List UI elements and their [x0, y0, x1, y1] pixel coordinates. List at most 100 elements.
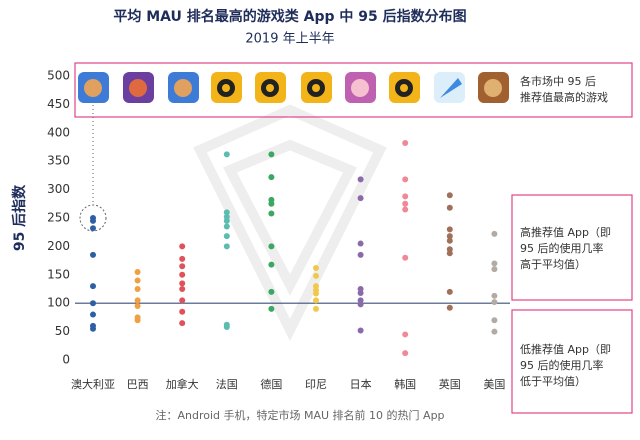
dot — [223, 243, 230, 250]
dot — [268, 200, 275, 207]
dot — [357, 176, 364, 183]
dot — [313, 297, 319, 304]
dot — [90, 217, 96, 224]
dot — [134, 277, 141, 284]
dot — [179, 243, 186, 250]
y-tick-label: 50 — [55, 324, 70, 338]
dot — [402, 331, 409, 338]
dot — [223, 223, 230, 230]
dot — [179, 280, 186, 287]
dot — [402, 254, 409, 261]
chart-title: 平均 MAU 排名最高的游戏类 App 中 95 后指数分布图 — [113, 8, 466, 25]
dot — [223, 151, 230, 158]
dot — [179, 320, 186, 327]
dot — [134, 303, 141, 310]
dot — [90, 251, 96, 258]
annotation: 高推荐值 App（即 — [520, 225, 611, 239]
dot — [90, 300, 96, 307]
dot — [402, 140, 409, 147]
dot — [357, 301, 364, 308]
annotation-box — [74, 62, 633, 118]
dot — [402, 206, 409, 213]
dot — [90, 225, 96, 232]
y-tick-label: 300 — [47, 182, 70, 196]
dot — [446, 250, 453, 257]
annotation: 各市场中 95 后 — [520, 74, 596, 88]
dot — [134, 286, 141, 292]
dot — [491, 299, 498, 306]
annotation-box — [511, 309, 633, 414]
chart-subtitle: 2019 年上半年 — [245, 32, 334, 47]
dot — [90, 325, 96, 332]
annotation: 高于平均值） — [520, 257, 586, 271]
dot — [223, 209, 230, 216]
x-tick-label: 澳大利亚 — [71, 377, 115, 391]
dot — [268, 305, 275, 312]
dot — [446, 237, 453, 244]
y-tick-label: 100 — [47, 296, 70, 310]
x-tick-label: 日本 — [350, 377, 372, 391]
dot — [179, 297, 186, 304]
y-axis-label: 95 后指数 — [11, 184, 28, 251]
x-tick-label: 印尼 — [305, 378, 327, 391]
x-tick-label: 法国 — [216, 377, 238, 391]
dot — [446, 233, 453, 240]
x-tick-label: 巴西 — [127, 378, 149, 391]
dot — [268, 261, 275, 268]
dot — [446, 204, 453, 211]
dot — [357, 251, 364, 258]
dot — [402, 176, 409, 183]
dot — [491, 260, 498, 267]
dot — [268, 174, 275, 181]
x-tick-label: 德国 — [260, 377, 282, 391]
dot — [313, 290, 319, 297]
y-tick-label: 350 — [47, 154, 70, 168]
dot — [357, 195, 364, 202]
dot — [223, 233, 230, 240]
dot — [446, 304, 453, 311]
dot — [134, 297, 141, 304]
dot — [268, 288, 275, 295]
x-tick-label: 美国 — [483, 378, 505, 391]
y-tick-label: 450 — [47, 97, 70, 111]
dot — [179, 308, 186, 315]
dot — [491, 328, 498, 335]
annotation: 95 后的使用几率 — [520, 241, 604, 255]
dot — [402, 200, 409, 207]
dot — [223, 217, 230, 224]
annotation: 推荐值最高的游戏 — [520, 90, 608, 104]
dot — [268, 243, 275, 250]
dot — [134, 268, 141, 275]
x-tick-label: 加拿大 — [166, 377, 199, 391]
dot — [268, 151, 275, 158]
dot — [179, 286, 186, 292]
annotation: 95 后的使用几率 — [520, 358, 604, 372]
dot — [357, 327, 364, 334]
dot — [402, 350, 409, 357]
dot — [446, 226, 453, 233]
dot — [402, 193, 409, 200]
dot — [357, 289, 364, 296]
y-tick-label: 250 — [47, 211, 70, 225]
dot — [134, 317, 141, 324]
note: 注：Android 手机，特定市场 MAU 排名前 10 的热门 App — [155, 408, 444, 422]
dot — [90, 311, 96, 318]
annotation-box — [511, 194, 633, 301]
dot — [90, 283, 96, 290]
dot — [179, 255, 186, 262]
dot — [446, 288, 453, 295]
dot — [313, 264, 319, 271]
dot — [179, 271, 186, 278]
y-tick-label: 500 — [47, 69, 70, 83]
y-tick-label: 400 — [47, 125, 70, 139]
x-tick-label: 韩国 — [394, 377, 416, 391]
dot — [357, 240, 364, 247]
dot — [268, 210, 275, 217]
dot — [491, 317, 498, 324]
dot — [446, 192, 453, 199]
annotation: 低推荐值 App（即 — [520, 342, 611, 356]
dot — [491, 266, 498, 273]
y-tick-label: 200 — [47, 239, 70, 253]
dot — [491, 230, 498, 237]
annotation: 低于平均值） — [520, 375, 586, 388]
